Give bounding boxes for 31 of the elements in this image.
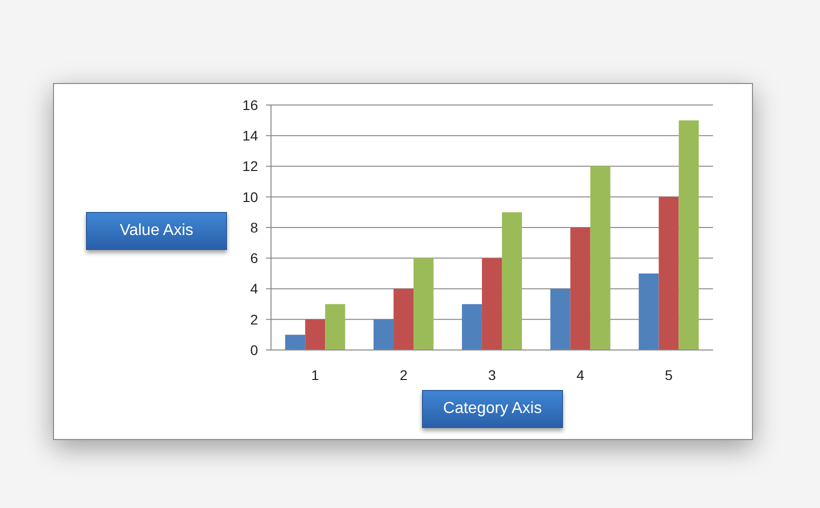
y-tick-label: 0 [250,342,258,358]
x-tick-label: 4 [576,366,584,383]
x-tick-label: 2 [400,366,408,383]
bar [414,258,434,350]
y-tick-label: 14 [242,128,258,144]
bar [502,212,522,350]
y-axis-title: Value Axis [86,212,227,250]
bar [305,319,326,350]
bar [590,166,610,350]
y-tick-label: 6 [250,250,258,266]
x-tick-label: 3 [488,366,496,383]
bar [394,288,414,350]
bar [374,319,394,350]
bar [638,273,659,350]
x-tick-label: 1 [311,366,320,383]
x-axis-title: Category Axis [422,390,563,428]
bar [482,258,502,350]
bar [285,334,306,350]
bar [570,228,590,350]
bar [550,288,570,350]
y-tick-label: 2 [250,311,258,328]
y-tick-label: 8 [250,219,258,236]
bar [325,304,346,350]
x-tick-label: 5 [664,366,673,383]
y-tick-label: 12 [242,158,258,174]
y-tick-label: 16 [242,96,258,113]
y-tick-label: 4 [250,280,258,297]
y-tick-label: 10 [242,188,258,205]
bar [678,120,699,350]
bar [658,196,679,350]
bar [462,304,482,350]
